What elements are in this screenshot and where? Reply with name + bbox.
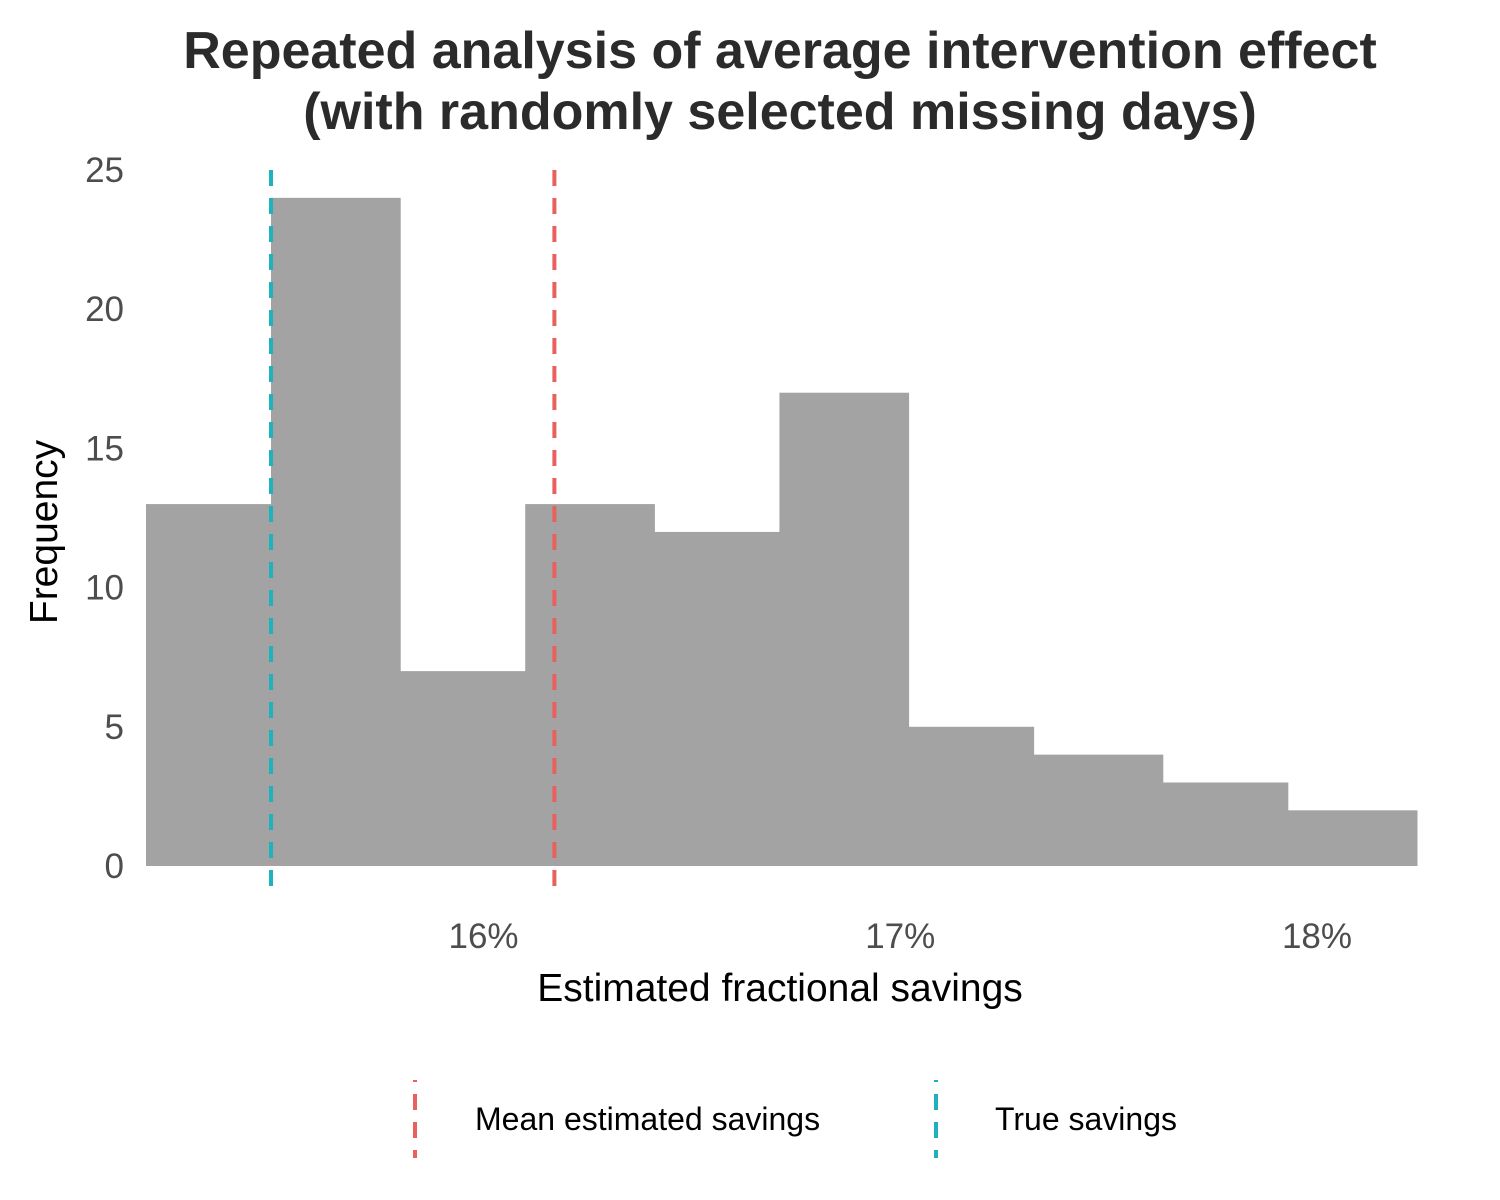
histogram-bar (271, 197, 401, 867)
x-tick-label: 18% (1282, 917, 1352, 956)
y-tick-label: 15 (85, 429, 124, 468)
legend: Mean estimated savings True savings (413, 1080, 1177, 1158)
y-tick-label: 0 (105, 847, 124, 886)
y-tick-label: 10 (85, 569, 124, 608)
legend-label: True savings (995, 1101, 1177, 1137)
histogram-bar (908, 726, 1035, 866)
histogram-bar (779, 392, 910, 866)
histogram-bar (1162, 782, 1289, 866)
y-tick-label: 20 (85, 290, 124, 329)
y-tick-label: 5 (105, 708, 124, 747)
x-tick-label: 17% (865, 917, 935, 956)
histogram-bar (400, 671, 526, 866)
chart-title: Repeated analysis of average interventio… (183, 22, 1377, 80)
histogram-bar (1033, 754, 1164, 866)
histogram-bar (654, 531, 780, 866)
y-axis-ticks: 0 5 10 15 20 25 (85, 151, 124, 886)
histogram-bar (525, 504, 655, 866)
y-tick-label: 25 (85, 151, 124, 190)
reference-lines-layer (269, 170, 557, 898)
x-axis-label: Estimated fractional savings (537, 967, 1023, 1010)
bars-layer (146, 197, 1418, 867)
histogram-bar (1287, 810, 1418, 866)
legend-label: Mean estimated savings (475, 1101, 820, 1137)
histogram-bar (146, 504, 272, 866)
y-axis-label: Frequency (23, 439, 66, 624)
x-tick-label: 16% (449, 917, 519, 956)
chart-subtitle: (with randomly selected missing days) (303, 83, 1257, 141)
x-axis-ticks: 16% 17% 18% (449, 917, 1353, 956)
